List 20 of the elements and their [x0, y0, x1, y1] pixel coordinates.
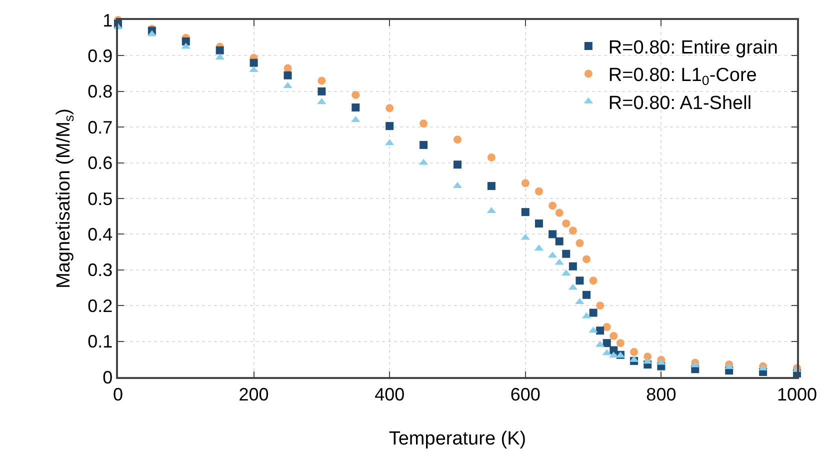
x-tick-label: 200 — [238, 384, 269, 404]
y-tick-label: 0.3 — [88, 260, 113, 280]
y-tick-label: 0.4 — [88, 224, 113, 244]
x-tick-label: 1000 — [776, 384, 818, 404]
x-tick-label: 600 — [510, 384, 540, 404]
y-tick-label: 1 — [102, 10, 113, 30]
y-tick-label: 0.2 — [88, 296, 113, 316]
legend-label: R=0.80: A1-Shell — [608, 92, 752, 114]
x-tick-label: 800 — [646, 384, 676, 404]
y-tick-label: 0.1 — [88, 332, 113, 352]
x-tick-label: 400 — [374, 384, 405, 404]
y-tick-label: 0.8 — [88, 82, 113, 102]
y-tick-label: 0.6 — [88, 153, 113, 174]
x-axis-title: Temperature (K) — [388, 428, 526, 450]
y-tick-label: 0.9 — [88, 46, 113, 66]
y-tick-label: 0 — [102, 367, 113, 388]
legend-label: R=0.80: Entire grain — [608, 37, 778, 58]
legend-label: R=0.80: L1$_{0}$-Core — [608, 65, 757, 88]
y-tick-label: 0.7 — [88, 117, 113, 138]
y-tick-label: 0.5 — [88, 188, 113, 209]
